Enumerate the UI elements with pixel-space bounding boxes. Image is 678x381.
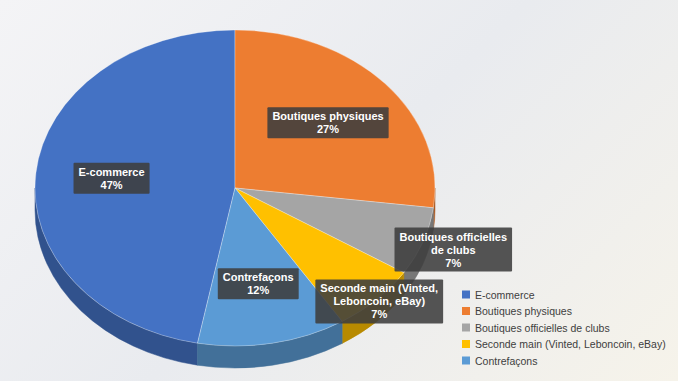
label-value: 12%	[247, 284, 269, 296]
label-box	[74, 163, 150, 194]
label-box	[315, 279, 443, 323]
label-value: 7%	[445, 257, 461, 269]
label-value: 47%	[101, 179, 123, 191]
label-category: Boutiques officiellesde clubs	[399, 231, 507, 256]
data-labels: E-commerce47%Boutiques physiques27%Bouti…	[74, 107, 513, 323]
legend-label: Contrefaçons	[475, 355, 537, 367]
legend-label: Boutiques physiques	[475, 305, 572, 317]
legend-label: Boutiques officielles de clubs	[475, 322, 610, 334]
legend: E-commerce Boutiques physiques Boutiques o…	[462, 289, 666, 367]
data-label: Contrefaçons12%	[218, 268, 299, 299]
chart: E-commerce47%Boutiques physiques27%Bouti…	[0, 0, 678, 381]
label-value: 7%	[371, 308, 387, 320]
data-label: Boutiques officiellesde clubs7%	[394, 228, 512, 272]
pie-slice	[235, 30, 435, 208]
label-category: Seconde main (Vinted,Leboncoin, eBay)	[320, 282, 438, 307]
legend-swatch	[462, 324, 470, 332]
pie-slices	[35, 30, 435, 346]
data-label: Seconde main (Vinted,Leboncoin, eBay)7%	[315, 279, 443, 323]
label-category: Contrefaçons	[223, 271, 294, 283]
legend-swatch	[462, 340, 470, 348]
data-label: Boutiques physiques27%	[267, 107, 388, 138]
legend-swatch	[462, 357, 470, 365]
legend-label: E-commerce	[475, 289, 535, 301]
legend-swatch	[462, 291, 470, 299]
data-label: E-commerce47%	[74, 163, 150, 194]
legend-swatch	[462, 307, 470, 315]
pie-slice	[35, 30, 235, 343]
label-category: E-commerce	[79, 166, 145, 178]
legend-label: Seconde main (Vinted, Leboncoin, eBay)	[475, 338, 666, 350]
label-box	[394, 228, 512, 272]
label-value: 27%	[317, 123, 339, 135]
label-box	[267, 107, 388, 138]
label-category: Boutiques physiques	[272, 110, 383, 122]
label-box	[218, 268, 299, 299]
